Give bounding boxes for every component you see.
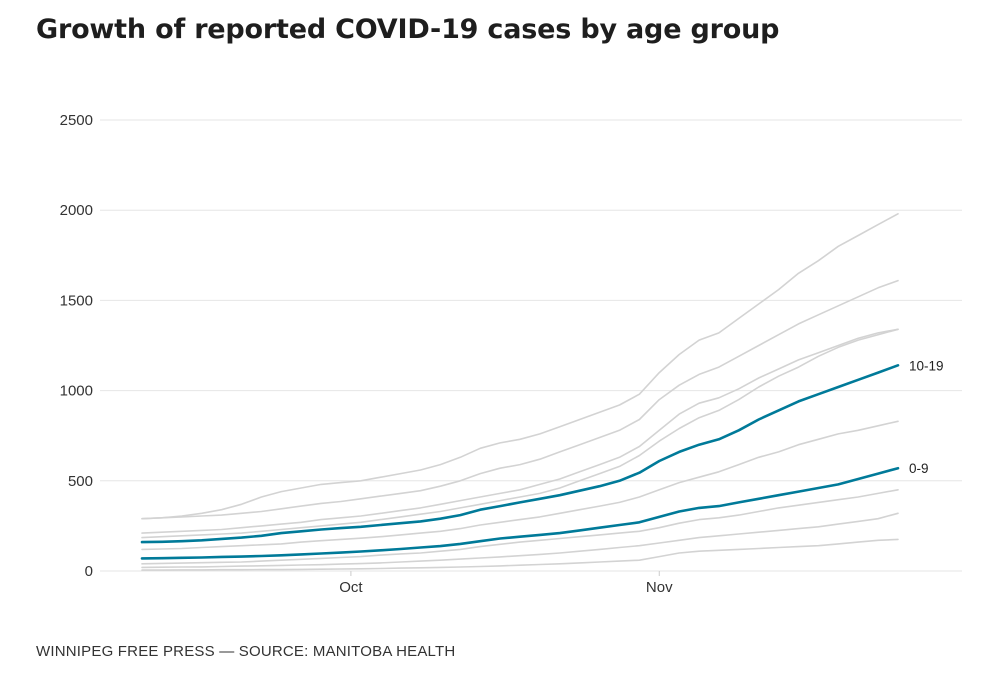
series-line-background-3 (141, 328, 899, 539)
y-tick-label: 1500 (60, 292, 93, 309)
source-credit: WINNIPEG FREE PRESS — SOURCE: MANITOBA H… (36, 643, 456, 660)
y-tick-label: 0 (85, 563, 93, 580)
y-tick-label: 1000 (60, 383, 93, 400)
highlighted-series-lines (140, 363, 900, 560)
background-series-lines (141, 213, 899, 571)
x-tick-label: Oct (339, 579, 363, 596)
y-tick-label: 2000 (60, 202, 93, 219)
series-line-background-1 (141, 279, 899, 520)
series-line-background-7 (141, 488, 899, 565)
series-line-background-9 (141, 538, 899, 571)
x-tick-label: Nov (646, 579, 673, 596)
series-line-background-2 (141, 328, 899, 534)
y-tick-label: 2500 (60, 112, 93, 129)
series-line-background-5 (141, 420, 899, 551)
x-axis: Oct Nov (339, 571, 673, 596)
y-axis: 0 500 1000 1500 2000 2500 (60, 112, 93, 580)
gridlines (100, 119, 962, 572)
series-end-labels: 10-19 0-9 (909, 358, 944, 476)
series-label-0-9: 0-9 (909, 461, 929, 476)
series-line-background-0 (141, 213, 899, 520)
chart-title: Growth of reported COVID-19 cases by age… (36, 14, 780, 45)
series-label-10-19: 10-19 (909, 358, 944, 373)
series-line-0-9 (140, 466, 900, 560)
y-tick-label: 500 (68, 473, 93, 490)
series-line-10-19 (140, 363, 900, 544)
series-line-background-8 (141, 512, 899, 569)
